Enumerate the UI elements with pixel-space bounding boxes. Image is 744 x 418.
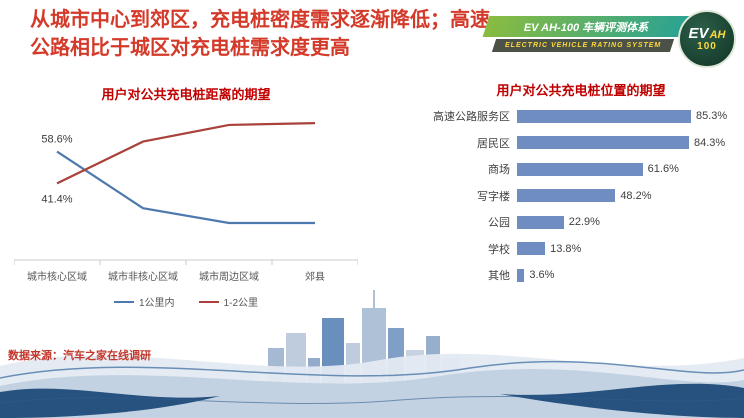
bar (517, 136, 689, 150)
wave-outline-2 (0, 395, 744, 404)
wave-outline (0, 360, 744, 379)
legend-label: 1公里内 (138, 298, 175, 309)
legend-swatch (198, 300, 219, 303)
data-label-series-1: 41.4% (41, 193, 72, 205)
bar (517, 242, 546, 256)
bar-category-label: 写字楼 (477, 190, 510, 203)
badge-ribbon-text: EV AH-100 车辆评测体系 (523, 21, 649, 34)
x-axis-label: 城市周边区域 (199, 272, 259, 283)
bar-category-label: 公园 (488, 217, 510, 230)
x-axis-label: 城市核心区域 (27, 272, 87, 283)
bar-category-label: 其他 (488, 270, 510, 283)
wave-mid (0, 369, 744, 418)
bar-value-label: 22.9% (568, 216, 600, 229)
bar-row: 写字楼 48.2% (420, 183, 742, 210)
bar-category-label: 居民区 (477, 137, 510, 150)
legend-swatch (113, 300, 134, 303)
bar-row: 商场 61.6% (420, 156, 742, 183)
legend-item: 1-2公里 (198, 294, 258, 309)
x-axis-label: 郊县 (305, 272, 325, 283)
bar-row: 居民区 84.3% (420, 130, 742, 157)
badge-ribbon: EV AH-100 车辆评测体系 (482, 16, 690, 37)
bar-value-label: 84.3% (693, 136, 726, 149)
bar-value-label: 48.2% (620, 189, 652, 202)
wave-dark-left (0, 388, 220, 418)
bar-value-label: 85.3% (696, 110, 728, 123)
distance-chart-title: 用户对公共充电桩距离的期望 (101, 87, 271, 102)
ev-rating-badge: EV AH-100 车辆评测体系 ELECTRIC VEHICLE RATING… (474, 8, 738, 74)
distance-chart-legend: 1公里内 1-2公里 (14, 294, 358, 309)
bar-row: 学校 13.8% (420, 236, 742, 263)
legend-item: 1公里内 (113, 294, 175, 309)
bar (517, 215, 564, 229)
bar-row: 公园 22.9% (420, 209, 742, 236)
slide-title: 从城市中心到郊区，充电桩密度需求逐渐降低；高速公路相比于城区对充电桩需求度更高 (30, 9, 490, 60)
logo-top-row: EV AH (689, 26, 726, 41)
bar-value-label: 13.8% (550, 242, 582, 255)
x-axis-label: 城市非核心区域 (108, 272, 178, 283)
distance-chart-x-axis: 城市核心区域 城市非核心区域 城市周边区域 郊县 (14, 268, 358, 283)
distance-chart-svg: 58.6% 41.4% (14, 122, 358, 265)
bar-value-label: 61.6% (647, 163, 679, 176)
bar-row: 其他 3.6% (420, 262, 742, 289)
ev-ah-100-logo: EV AH 100 (678, 10, 736, 68)
bar-row: 高速公路服务区 85.3% (420, 103, 742, 130)
wave-dark-right (500, 383, 744, 418)
bar (517, 268, 525, 282)
logo-ah-text: AH (709, 28, 726, 41)
data-label-series-0: 58.6% (41, 134, 72, 146)
badge-subtitle-text: ELECTRIC VEHICLE RATING SYSTEM (504, 42, 662, 49)
bar-category-label: 高速公路服务区 (433, 111, 510, 124)
data-source: 数据来源：汽车之家在线调研 (8, 350, 151, 362)
location-chart-title: 用户对公共充电桩位置的期望 (496, 83, 666, 98)
location-chart-rows: 高速公路服务区 85.3% 居民区 84.3% 商场 61.6% 写字楼 48.2% 公园 22.… (420, 103, 742, 289)
bar-value-label: 3.6% (529, 269, 555, 282)
legend-label: 1-2公里 (223, 298, 258, 309)
bar-category-label: 商场 (488, 164, 510, 177)
bar-category-label: 学校 (488, 243, 510, 256)
bar (517, 162, 643, 176)
badge-subtitle-band: ELECTRIC VEHICLE RATING SYSTEM (491, 39, 675, 52)
city-skyline-waves-decoration (0, 290, 744, 418)
line-series-1 (56, 122, 316, 185)
line-series-0 (56, 150, 315, 225)
logo-100-text: 100 (697, 40, 717, 52)
bar (517, 109, 691, 123)
logo-ev-text: EV (688, 24, 709, 42)
bar (517, 189, 616, 203)
